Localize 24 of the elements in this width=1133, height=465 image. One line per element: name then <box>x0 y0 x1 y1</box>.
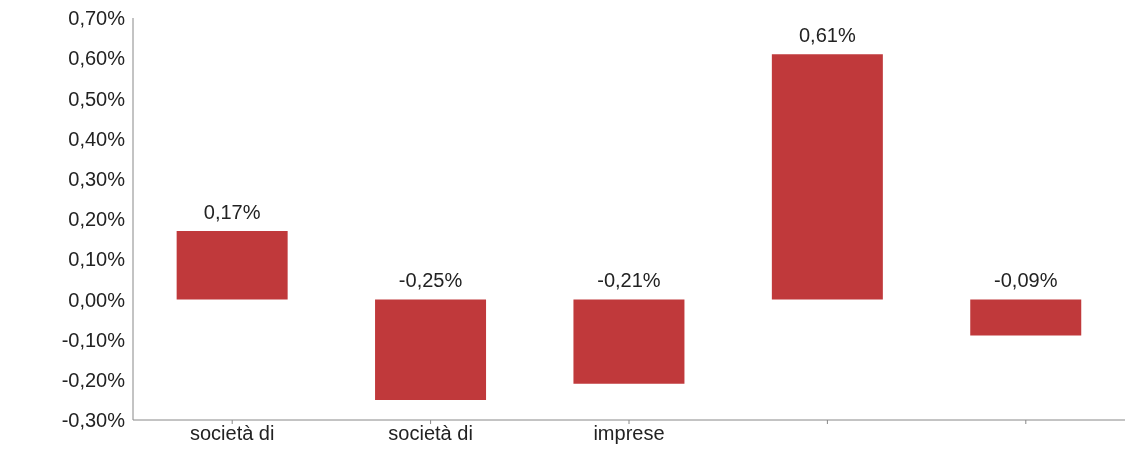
y-tick-label: 0,60% <box>68 47 126 70</box>
y-tick-label: 0,10% <box>68 248 126 271</box>
y-tick-label: 0,70% <box>68 7 126 30</box>
y-tick-label: -0,20% <box>61 368 126 391</box>
bar <box>375 299 487 400</box>
y-tick-label: 0,20% <box>68 208 126 231</box>
bar <box>771 54 883 300</box>
y-tick-label: 0,50% <box>68 87 126 110</box>
bar <box>970 299 1082 336</box>
data-label: -0,21% <box>597 269 661 292</box>
data-label: 0,17% <box>203 201 261 224</box>
y-tick-label: -0,10% <box>61 328 126 351</box>
data-label: -0,25% <box>398 269 463 292</box>
bar <box>176 231 288 300</box>
data-label: 0,61% <box>798 24 856 47</box>
y-tick-label: -0,30% <box>61 409 126 432</box>
x-tick-label: imprese <box>593 422 665 445</box>
y-tick-label: 0,00% <box>68 288 126 311</box>
y-tick-label: 0,40% <box>68 127 126 150</box>
x-tick-label: società di <box>189 422 275 445</box>
data-label: -0,09% <box>994 269 1058 292</box>
y-tick-label: 0,30% <box>68 167 126 190</box>
bar <box>573 299 685 384</box>
x-tick-label: società di <box>388 422 473 445</box>
